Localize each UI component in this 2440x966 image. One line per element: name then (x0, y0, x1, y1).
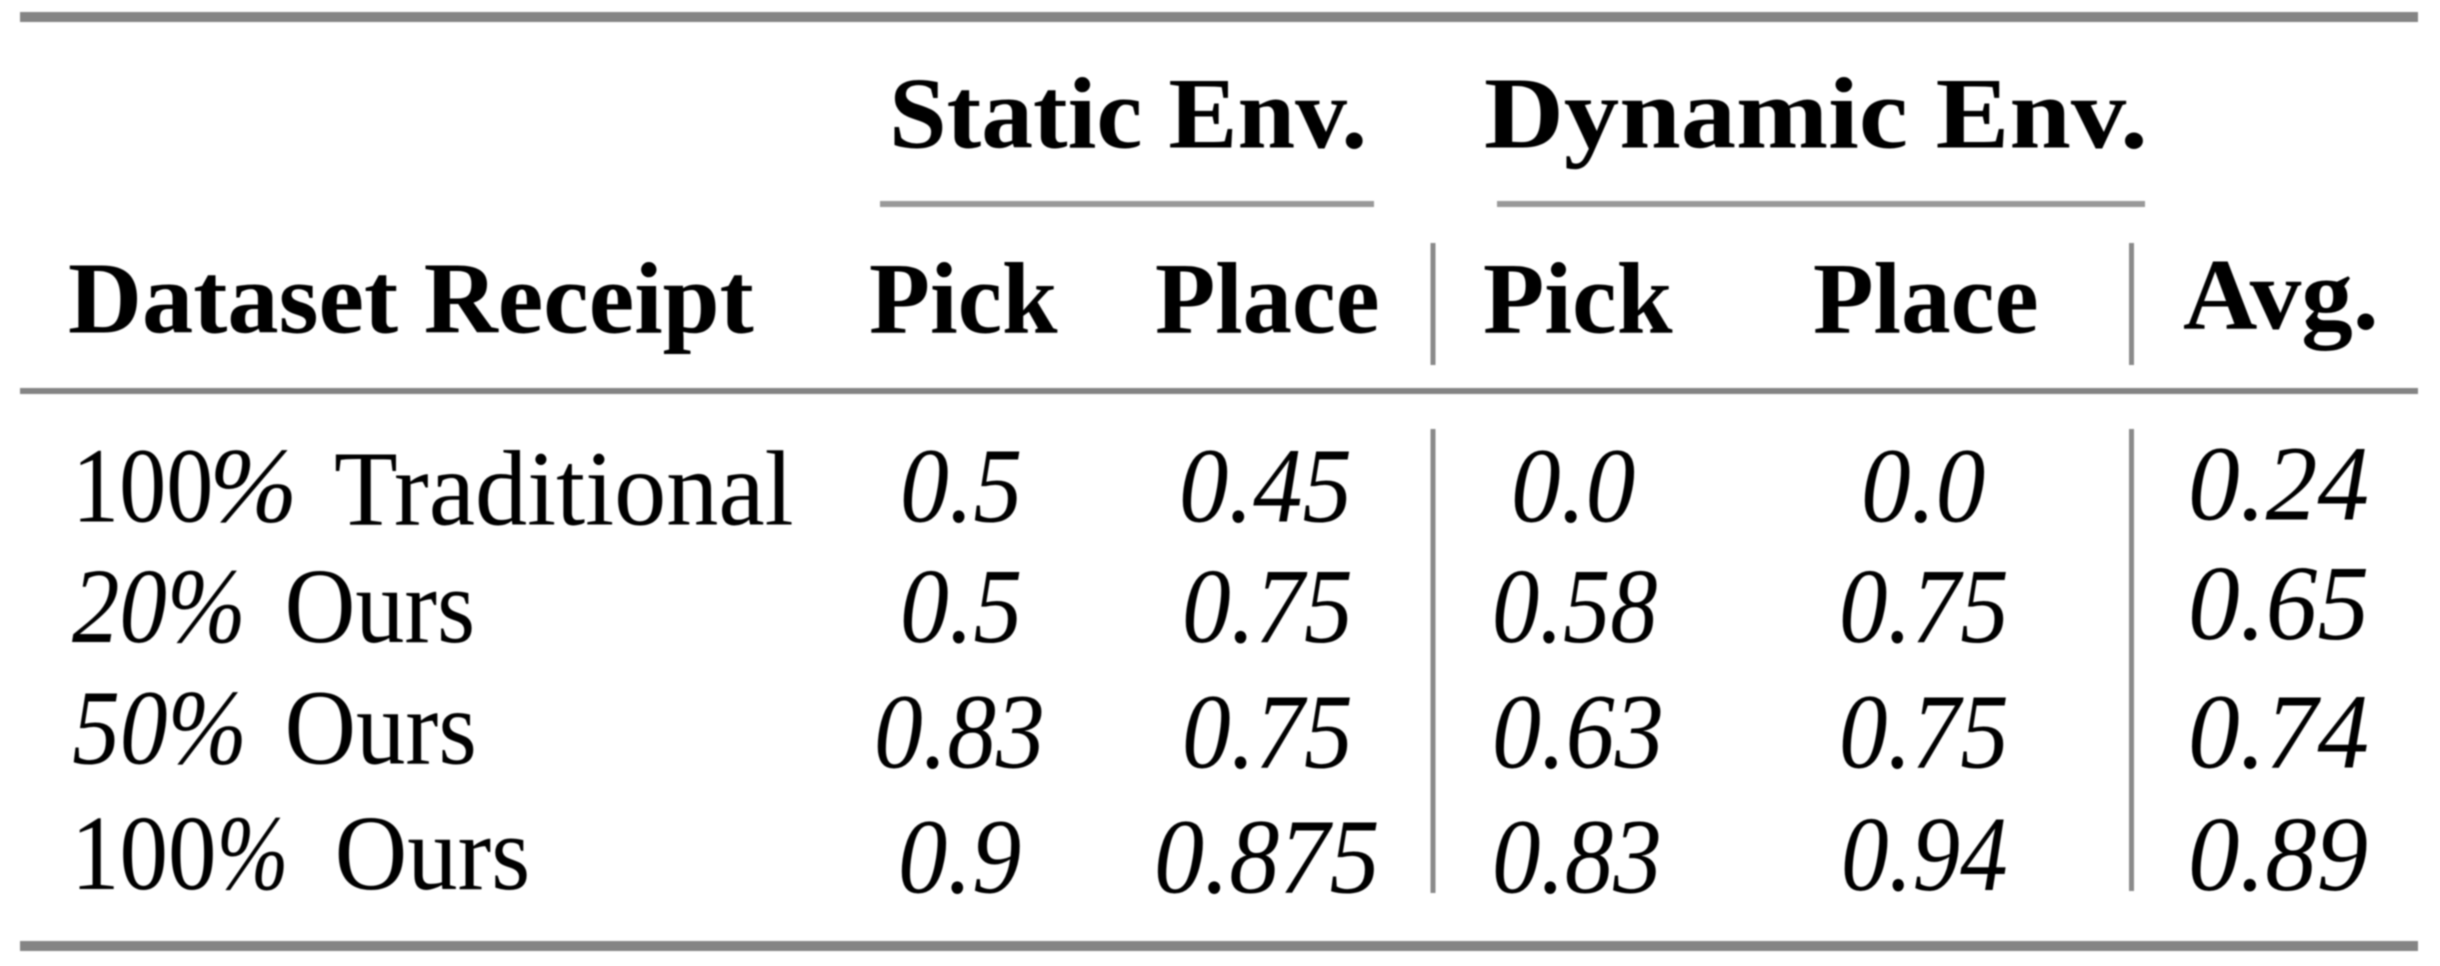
svg-text:0.94: 0.94 (1841, 796, 2008, 914)
svg-text:0.9: 0.9 (898, 799, 1021, 917)
svg-text:Place: Place (1813, 243, 2039, 355)
svg-text:Ours: Ours (285, 670, 477, 788)
svg-text:%: % (209, 427, 297, 545)
svg-text:0.45: 0.45 (1179, 428, 1352, 546)
svg-text:Pick: Pick (869, 243, 1058, 355)
svg-text:0.24: 0.24 (2188, 426, 2369, 544)
svg-text:0.75: 0.75 (1182, 548, 1353, 666)
svg-text:0.74: 0.74 (2188, 673, 2369, 791)
svg-text:0.83: 0.83 (1492, 799, 1662, 917)
svg-text:0.65: 0.65 (2188, 545, 2369, 663)
svg-text:Dataset Receipt: Dataset Receipt (68, 243, 754, 355)
svg-text:0.75: 0.75 (1839, 548, 2009, 666)
svg-text:0.875: 0.875 (1154, 799, 1380, 917)
svg-text:Pick: Pick (1483, 243, 1673, 355)
svg-text:100: 100 (71, 795, 217, 913)
svg-text:%: % (217, 795, 289, 913)
svg-text:0.5: 0.5 (900, 428, 1022, 546)
svg-text:0.89: 0.89 (2188, 796, 2368, 914)
svg-text:0.0: 0.0 (1861, 428, 1985, 546)
svg-text:0.58: 0.58 (1492, 548, 1658, 666)
svg-text:Place: Place (1155, 243, 1380, 355)
svg-text:Traditional: Traditional (334, 430, 794, 548)
svg-text:Ours: Ours (285, 548, 476, 666)
svg-text:0.83: 0.83 (874, 674, 1045, 792)
svg-text:Dynamic Env.: Dynamic Env. (1484, 58, 2148, 170)
svg-text:0.75: 0.75 (1182, 674, 1353, 792)
svg-text:Static Env.: Static Env. (889, 58, 1367, 170)
svg-text:Ours: Ours (335, 795, 531, 913)
svg-text:0.0: 0.0 (1511, 428, 1635, 546)
svg-text:20%: 20% (72, 548, 246, 666)
svg-text:0.5: 0.5 (900, 548, 1022, 666)
svg-text:0.75: 0.75 (1839, 674, 2009, 792)
svg-text:Avg.: Avg. (2183, 239, 2379, 351)
svg-text:100: 100 (72, 427, 213, 545)
svg-text:50%: 50% (72, 670, 247, 788)
svg-text:0.63: 0.63 (1492, 674, 1664, 792)
